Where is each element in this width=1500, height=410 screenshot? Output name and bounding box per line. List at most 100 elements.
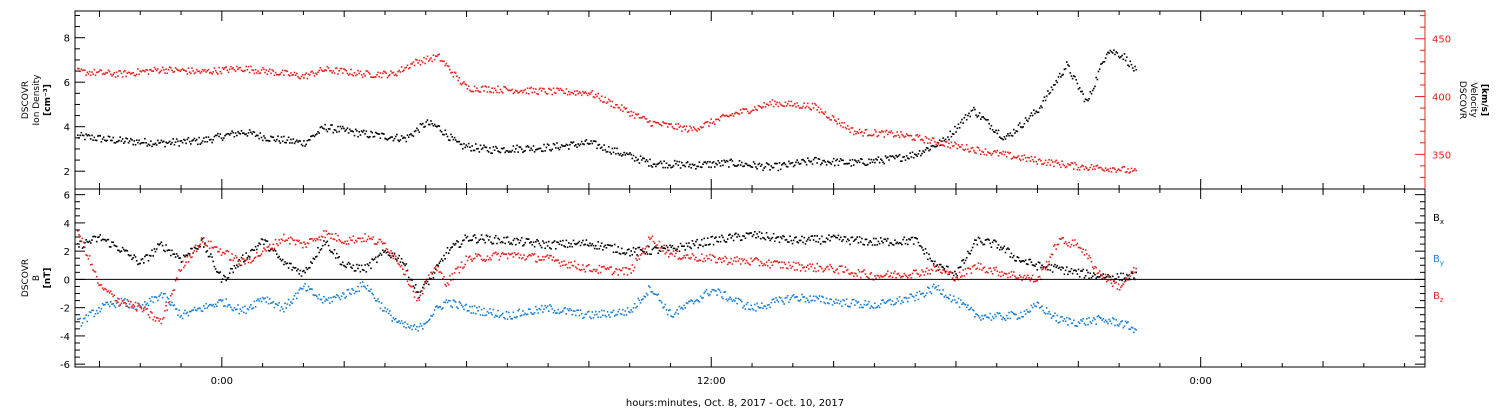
data-point xyxy=(1051,253,1054,256)
data-point xyxy=(854,239,856,241)
data-point xyxy=(636,305,638,308)
data-point xyxy=(535,241,537,243)
data-point xyxy=(890,303,893,306)
data-point xyxy=(452,138,455,141)
data-point xyxy=(178,269,180,271)
data-point xyxy=(969,253,971,255)
data-point xyxy=(245,259,247,261)
data-point xyxy=(551,308,554,310)
data-point xyxy=(173,253,176,255)
data-point xyxy=(443,301,445,304)
data-point xyxy=(447,283,450,286)
data-point xyxy=(529,242,531,244)
data-point xyxy=(901,133,903,136)
data-point xyxy=(881,159,883,162)
data-point xyxy=(824,111,827,113)
data-point xyxy=(420,290,423,292)
data-point xyxy=(1089,91,1092,93)
data-point xyxy=(930,260,933,262)
data-point xyxy=(285,263,287,265)
data-point xyxy=(578,240,581,243)
data-point xyxy=(684,307,687,309)
data-point xyxy=(391,254,393,257)
data-point xyxy=(115,141,118,143)
data-point xyxy=(771,298,774,301)
data-point xyxy=(730,257,732,260)
data-point xyxy=(900,160,902,163)
data-point xyxy=(323,295,325,298)
data-point xyxy=(483,239,485,241)
data-point xyxy=(1004,273,1007,275)
data-point xyxy=(632,247,635,249)
data-point xyxy=(84,242,86,244)
data-point xyxy=(90,264,92,266)
data-point xyxy=(195,250,198,253)
data-point xyxy=(958,266,961,269)
data-point xyxy=(210,240,212,243)
data-point xyxy=(1066,316,1068,319)
data-point xyxy=(724,161,727,163)
data-point xyxy=(908,134,910,137)
data-point xyxy=(532,313,535,315)
data-point xyxy=(273,248,276,251)
data-point xyxy=(279,73,282,75)
data-point xyxy=(94,236,97,238)
data-point xyxy=(993,267,995,269)
data-point xyxy=(818,238,821,240)
data-point xyxy=(391,252,393,255)
data-point xyxy=(414,58,417,61)
data-point xyxy=(602,249,604,251)
data-point xyxy=(1088,168,1090,171)
data-point xyxy=(154,320,157,322)
data-point xyxy=(610,266,612,268)
data-point xyxy=(911,139,914,141)
data-point xyxy=(208,304,211,306)
data-point xyxy=(280,136,283,138)
data-point xyxy=(666,313,669,316)
data-point xyxy=(606,150,609,153)
data-point xyxy=(1083,254,1086,256)
data-point xyxy=(982,267,984,269)
data-point xyxy=(306,289,309,292)
data-point xyxy=(188,310,191,313)
data-point xyxy=(495,314,497,317)
data-point xyxy=(670,166,672,169)
data-point xyxy=(736,165,738,167)
data-point xyxy=(1106,275,1108,278)
data-point xyxy=(398,320,400,322)
data-point xyxy=(79,134,81,137)
data-point xyxy=(931,269,934,272)
data-point xyxy=(512,239,515,242)
data-point xyxy=(849,131,851,134)
data-point xyxy=(356,130,358,132)
data-point xyxy=(821,162,823,164)
data-point xyxy=(1090,92,1093,95)
data-point xyxy=(97,135,99,137)
data-point xyxy=(668,309,670,312)
data-point xyxy=(1048,260,1050,263)
data-point xyxy=(755,257,757,259)
data-point xyxy=(540,259,543,261)
data-point xyxy=(907,300,909,303)
data-point xyxy=(1030,155,1033,158)
data-point xyxy=(111,303,113,305)
data-point xyxy=(977,147,980,149)
data-point xyxy=(394,317,397,320)
data-point xyxy=(837,299,840,302)
data-point xyxy=(404,264,406,267)
data-point xyxy=(616,268,618,271)
data-point xyxy=(604,267,607,270)
data-point xyxy=(994,150,996,152)
data-point xyxy=(801,159,803,161)
data-point xyxy=(648,165,650,167)
data-point xyxy=(688,165,690,168)
data-point xyxy=(173,70,176,73)
data-point xyxy=(231,253,233,255)
data-point xyxy=(908,157,910,160)
data-point xyxy=(885,240,888,242)
data-point xyxy=(1041,106,1043,109)
data-point xyxy=(267,245,270,248)
data-point xyxy=(1096,272,1099,275)
data-point xyxy=(888,131,890,133)
data-point xyxy=(698,301,701,303)
